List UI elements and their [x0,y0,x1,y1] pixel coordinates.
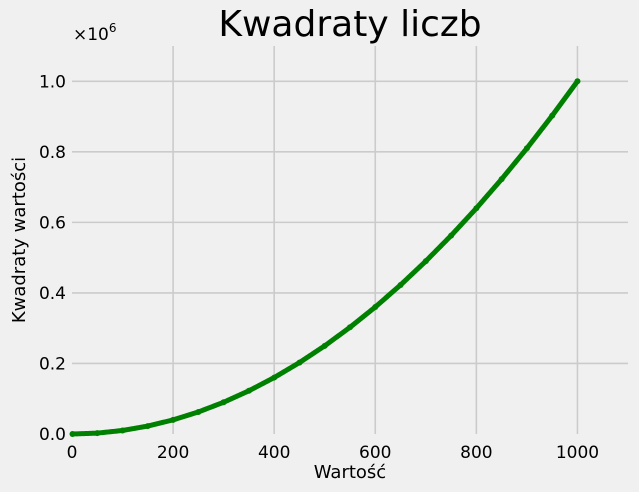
data-point [574,78,581,85]
data-point [397,281,404,288]
data-point [372,304,379,311]
data-point [195,408,202,415]
data-point [271,374,278,381]
data-point [170,416,177,423]
data-point [422,258,429,265]
chart-title: Kwadraty liczb [218,4,481,45]
data-point [347,324,353,331]
data-point [448,232,455,239]
x-axis-ticks: 0 200 400 600 800 1000 [67,443,600,463]
y-tick-label: 0.6 [39,213,66,233]
data-point [473,205,480,212]
y-tick-label: 0.4 [39,284,66,304]
x-axis-label: Wartość [314,462,386,483]
grid [72,46,628,434]
data-point [94,430,101,437]
data-point [549,112,556,119]
data-point [321,342,328,349]
series [69,78,581,437]
data-point [119,427,126,434]
data-point [498,176,505,183]
plot-background [72,46,628,434]
y-tick-label: 0.2 [39,354,66,374]
x-tick-label: 200 [157,443,189,463]
data-point [69,430,76,437]
y-axis-ticks: 0.0 0.2 0.4 0.6 0.8 1.0 [39,72,66,445]
data-point [296,359,303,366]
data-point [523,145,530,152]
x-tick-label: 400 [258,443,290,463]
y-tick-label: 0.0 [39,425,66,445]
y-tick-label: 0.8 [39,143,66,163]
data-point [144,423,151,430]
x-tick-label: 800 [460,443,492,463]
x-tick-label: 0 [67,443,78,463]
y-axis-label: Kwadraty wartości [9,157,30,323]
data-point [245,387,252,394]
x-tick-label: 600 [359,443,391,463]
y-offset-label: ×106 [73,21,117,45]
x-tick-label: 1000 [556,443,599,463]
y-tick-label: 1.0 [39,72,66,92]
data-point [220,399,227,406]
